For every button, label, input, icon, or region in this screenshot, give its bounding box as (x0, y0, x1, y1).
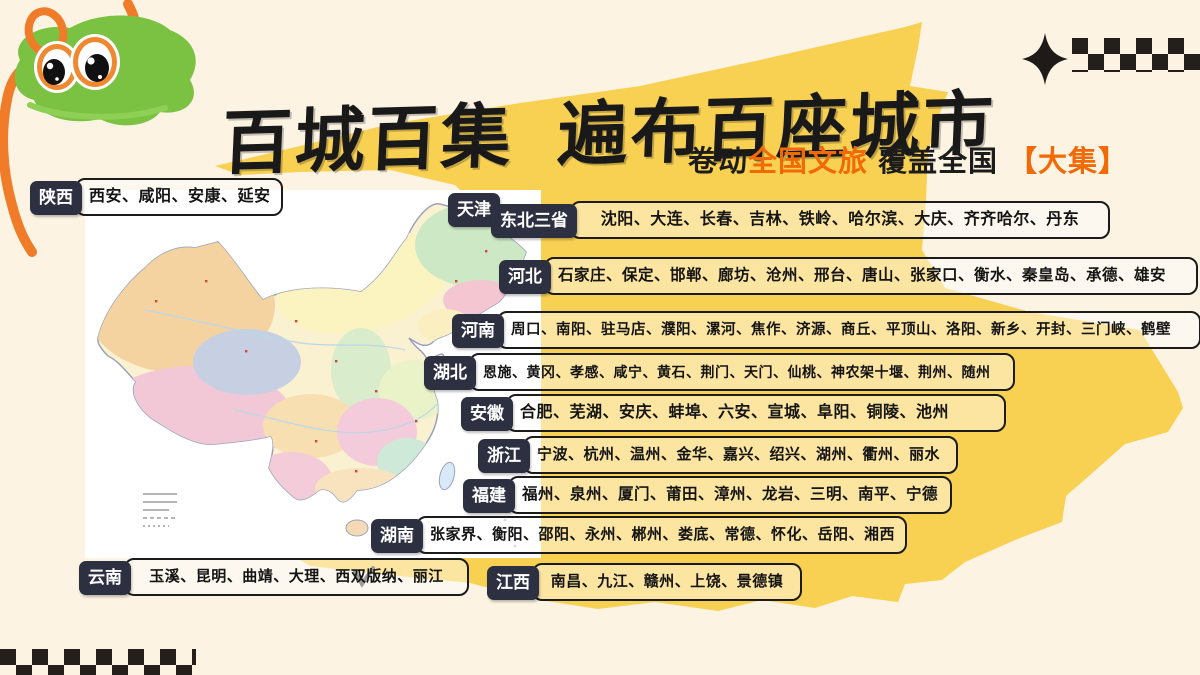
region-row-hebei: 河北 石家庄、保定、邯郸、廊坊、沧州、邢台、唐山、张家口、衡水、秦皇岛、承德、雄… (499, 257, 1198, 295)
subtitle-lead: 卷动 (688, 146, 749, 178)
subtitle-highlight1: 全国文旅 (748, 146, 869, 178)
title-part1: 百城百集 (220, 96, 516, 183)
region-badge-zhejiang: 浙江 (478, 439, 530, 473)
mascot-green-blob-eyes-icon (0, 0, 196, 257)
page-subtitle: 卷动全国文旅 覆盖全国 【大集】 (688, 138, 1128, 180)
subtitle-middle: 覆盖全国 (878, 146, 999, 178)
region-row-hunan: 湖南 张家界、衡阳、邵阳、永州、郴州、娄底、常德、怀化、岳阳、湘西 (371, 516, 907, 554)
region-cities-hubei: 恩施、黄冈、孝感、咸宁、黄石、荆门、天门、仙桃、神农架十堰、荆州、随州 (469, 353, 1015, 391)
region-cities-shaanxi: 西安、咸阳、安康、延安 (75, 178, 283, 216)
region-badge-hunan: 湖南 (371, 519, 423, 553)
region-cities-anhui: 合肥、芜湖、安庆、蚌埠、六安、宣城、阜阳、铜陵、池州 (506, 394, 1006, 432)
region-cities-zhejiang: 宁波、杭州、温州、金华、嘉兴、绍兴、湖州、衢州、丽水 (523, 436, 958, 474)
region-cities-henan: 周口、南阳、驻马店、濮阳、漯河、焦作、济源、商丘、平顶山、洛阳、新乡、开封、三门… (497, 311, 1200, 349)
region-row-shaanxi: 陕西 西安、咸阳、安康、延安 (30, 178, 283, 216)
region-row-jiangxi: 江西 南昌、九江、赣州、上饶、景德镇 (487, 563, 802, 601)
region-cities-fujian: 福州、泉州、厦门、莆田、漳州、龙岩、三明、南平、宁德 (508, 476, 952, 514)
region-badge-shaanxi: 陕西 (30, 181, 82, 215)
region-row-zhejiang: 浙江 宁波、杭州、温州、金华、嘉兴、绍兴、湖州、衢州、丽水 (478, 436, 958, 474)
region-badge-henan: 河南 (452, 314, 504, 348)
right-eye (70, 34, 120, 90)
region-row-yunnan: 云南 玉溪、昆明、曲靖、大理、西双版纳、丽江 (79, 558, 469, 596)
region-badge-anhui: 安徽 (461, 397, 513, 431)
region-row-dongbei: 东北三省 沈阳、大连、长春、吉林、铁岭、哈尔滨、大庆、齐齐哈尔、丹东 (491, 201, 1110, 239)
china-map (85, 190, 541, 558)
sparkle-icon (1022, 33, 1068, 85)
region-cities-yunnan: 玉溪、昆明、曲靖、大理、西双版纳、丽江 (124, 558, 469, 596)
region-badge-jiangxi: 江西 (487, 566, 539, 600)
checkerboard-strip-bottom-left (0, 649, 196, 675)
map-legend (143, 493, 177, 527)
region-row-hubei: 湖北 恩施、黄冈、孝感、咸宁、黄石、荆门、天门、仙桃、神农架十堰、荆州、随州 (424, 353, 1015, 391)
region-row-fujian: 福建 福州、泉州、厦门、莆田、漳州、龙岩、三明、南平、宁德 (463, 476, 952, 514)
region-badge-dongbei: 东北三省 (491, 204, 577, 238)
region-badge-hebei: 河北 (499, 260, 551, 294)
left-eye (34, 41, 80, 93)
region-cities-hebei: 石家庄、保定、邯郸、廊坊、沧州、邢台、唐山、张家口、衡水、秦皇岛、承德、雄安 (544, 257, 1198, 295)
region-row-henan: 河南 周口、南阳、驻马店、濮阳、漯河、焦作、济源、商丘、平顶山、洛阳、新乡、开封… (452, 311, 1200, 349)
checkerboard-strip-top-right (1072, 38, 1200, 72)
small-check-mark-icon (353, 566, 375, 588)
region-badge-fujian: 福建 (463, 479, 515, 513)
region-badge-hubei: 湖北 (424, 356, 476, 390)
region-cities-dongbei: 沈阳、大连、长春、吉林、铁岭、哈尔滨、大庆、齐齐哈尔、丹东 (570, 201, 1110, 239)
region-badge-yunnan: 云南 (79, 561, 131, 595)
subtitle-highlight2: 【大集】 (1008, 146, 1129, 178)
region-cities-hunan: 张家界、衡阳、邵阳、永州、郴州、娄底、常德、怀化、岳阳、湘西 (416, 516, 907, 554)
region-row-anhui: 安徽 合肥、芜湖、安庆、蚌埠、六安、宣城、阜阳、铜陵、池州 (461, 394, 1006, 432)
region-cities-jiangxi: 南昌、九江、赣州、上饶、景德镇 (532, 563, 802, 601)
